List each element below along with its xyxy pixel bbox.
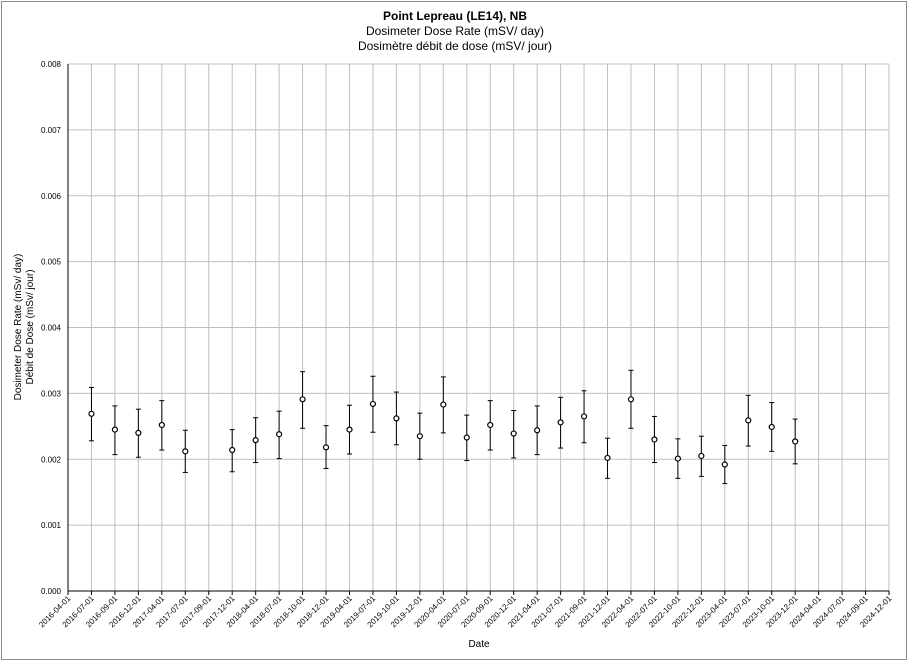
tick-labels: 0.000 0.001 0.002 0.003 0.004 0.005 0.006 0.007…	[37, 60, 894, 629]
point-marker	[674, 455, 681, 462]
data-point	[580, 390, 588, 444]
y-tick-label: 0.001	[41, 521, 62, 530]
data-point	[416, 412, 423, 460]
data-point	[510, 410, 517, 459]
data-point	[346, 404, 353, 455]
point-marker	[135, 429, 142, 436]
point-marker	[745, 417, 752, 424]
point-marker	[158, 421, 165, 429]
data-point	[229, 429, 236, 473]
y-tick-label: 0.007	[41, 126, 62, 135]
data-points	[88, 369, 799, 485]
point-marker	[721, 461, 728, 468]
y-tick-label: 0.008	[41, 60, 62, 69]
point-marker	[604, 454, 611, 462]
data-point	[299, 371, 306, 429]
point-marker	[487, 421, 494, 429]
y-tick-label: 0.005	[41, 258, 62, 267]
gridlines	[67, 63, 890, 595]
data-point	[721, 444, 728, 485]
data-point	[158, 400, 165, 451]
data-point	[534, 405, 541, 456]
y-axis-label-fr: Débit de Dose (mSv/ jour)	[25, 269, 36, 384]
data-point	[322, 425, 330, 469]
y-tick-label: 0.004	[41, 324, 62, 333]
y-tick-label: 0.000	[41, 587, 62, 596]
data-point	[369, 375, 377, 433]
data-point	[557, 396, 564, 449]
point-marker	[322, 444, 330, 451]
data-point	[627, 369, 635, 429]
point-marker	[346, 426, 353, 433]
point-marker	[182, 448, 189, 455]
y-tick-label: 0.002	[41, 455, 62, 464]
point-marker	[416, 433, 423, 440]
data-point	[440, 376, 447, 434]
point-marker	[768, 423, 775, 431]
point-marker	[276, 431, 283, 438]
data-point	[252, 417, 259, 464]
data-point	[111, 405, 119, 456]
point-marker	[299, 396, 306, 403]
data-point	[276, 410, 283, 460]
point-marker	[440, 401, 447, 408]
x-axis-label: Date	[468, 639, 490, 650]
point-marker	[627, 396, 635, 403]
point-marker	[88, 410, 95, 417]
data-point	[182, 429, 189, 473]
data-point	[651, 415, 658, 464]
point-marker	[111, 426, 119, 433]
data-point	[487, 400, 494, 451]
data-point	[604, 437, 611, 479]
point-marker	[651, 436, 658, 443]
point-marker	[534, 427, 541, 434]
data-point	[745, 394, 752, 447]
data-point	[792, 418, 799, 465]
chart-subtitle-fr: Dosimètre débit de dose (mSV/ jour)	[357, 39, 553, 53]
chart-subtitle-en: Dosimeter Dose Rate (mSV/ day)	[365, 24, 545, 38]
data-point	[463, 414, 470, 462]
y-axis-label-en: Dosimeter Dose Rate (mSv/ day)	[13, 254, 24, 401]
y-tick-label: 0.003	[41, 389, 62, 398]
point-marker	[463, 434, 470, 441]
point-marker	[369, 400, 377, 408]
point-marker	[252, 437, 259, 444]
point-marker	[792, 438, 799, 445]
data-point	[768, 402, 775, 452]
point-marker	[580, 413, 588, 420]
point-marker	[393, 415, 400, 422]
point-marker	[557, 419, 564, 426]
data-point	[674, 438, 681, 479]
data-point	[88, 386, 95, 442]
chart-title: Point Lepreau (LE14), NB	[382, 9, 528, 23]
y-tick-label: 0.006	[41, 192, 62, 201]
axes: Dosimeter Dose Rate (mSv/ day) Débit de …	[13, 254, 490, 650]
point-marker	[510, 430, 517, 437]
point-marker	[229, 446, 236, 454]
point-marker	[698, 452, 705, 460]
data-point	[698, 435, 705, 477]
data-point	[135, 408, 142, 458]
data-point	[393, 391, 400, 446]
